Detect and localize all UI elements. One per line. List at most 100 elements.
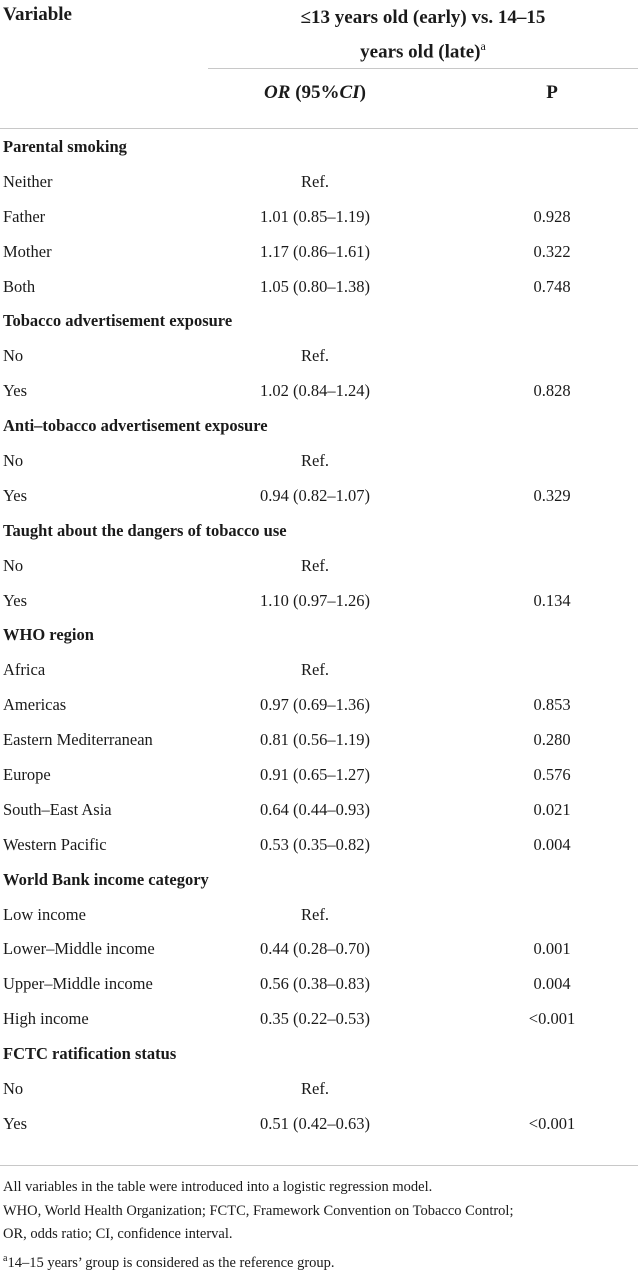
row-label: Father (3, 206, 46, 226)
row-label: Western Pacific (3, 834, 107, 854)
row-p-value: 0.928 (533, 206, 571, 226)
row-or-ci: 0.94 (0.82–1.07) (260, 485, 370, 505)
row-or-ci: Ref. (301, 660, 329, 680)
table-row: Upper–Middle income 0.56 (0.38–0.83) 0.004 (0, 966, 638, 1001)
table-row: Neither Ref. (0, 164, 638, 199)
row-label: Anti–tobacco advertisement exposure (3, 416, 268, 436)
header-or-plain: (95% (290, 82, 340, 103)
table-row: No Ref. (0, 443, 638, 478)
row-or-ci: 0.44 (0.28–0.70) (260, 939, 370, 959)
row-label: Neither (3, 171, 53, 191)
row-or-ci: Ref. (301, 555, 329, 575)
row-label: No (3, 555, 24, 575)
section-row: Anti–tobacco advertisement exposure (0, 408, 638, 443)
table-row: No Ref. (0, 1071, 638, 1106)
table-header: Variable ≤13 years old (early) vs. 14–15… (0, 0, 638, 129)
table-row: Yes 1.02 (0.84–1.24) 0.828 (0, 373, 638, 408)
header-group-superscript: a (480, 39, 486, 53)
table-row: Europe 0.91 (0.65–1.27) 0.576 (0, 757, 638, 792)
row-p-value: 0.748 (533, 276, 571, 296)
header-divider (208, 68, 638, 69)
table-row: Western Pacific 0.53 (0.35–0.82) 0.004 (0, 827, 638, 862)
row-or-ci: Ref. (301, 346, 329, 366)
row-label: Americas (3, 695, 67, 715)
row-label: WHO region (3, 625, 94, 645)
row-or-ci: 1.10 (0.97–1.26) (260, 590, 370, 610)
row-p-value: 0.004 (533, 974, 571, 994)
section-row: World Bank income category (0, 862, 638, 897)
table-row: Low income Ref. (0, 897, 638, 932)
header-group-line1: ≤13 years old (early) vs. 14–15 (300, 7, 546, 28)
row-p-value: 0.828 (533, 381, 571, 401)
table-row: Africa Ref. (0, 652, 638, 687)
row-label: Both (3, 276, 36, 296)
row-label: No (3, 346, 24, 366)
row-or-ci: 0.64 (0.44–0.93) (260, 799, 370, 819)
row-label: No (3, 451, 24, 471)
row-or-ci: 0.91 (0.65–1.27) (260, 765, 370, 785)
row-label: South–East Asia (3, 799, 112, 819)
row-label: Low income (3, 904, 86, 924)
footnote-line: OR, odds ratio; CI, confidence interval. (3, 1226, 233, 1242)
row-or-ci: 1.17 (0.86–1.61) (260, 241, 370, 261)
table-row: Yes 0.94 (0.82–1.07) 0.329 (0, 478, 638, 513)
table-row: Both 1.05 (0.80–1.38) 0.748 (0, 269, 638, 304)
table-body: Parental smoking Neither Ref. Father 1.01 (0… (0, 129, 638, 1141)
table-row: Mother 1.17 (0.86–1.61) 0.322 (0, 234, 638, 269)
table-row: South–East Asia 0.64 (0.44–0.93) 0.021 (0, 792, 638, 827)
row-or-ci: 0.35 (0.22–0.53) (260, 1009, 370, 1029)
row-or-ci: Ref. (301, 1079, 329, 1099)
row-label: Yes (3, 1113, 28, 1133)
row-or-ci: 1.05 (0.80–1.38) (260, 276, 370, 296)
footnote-line: WHO, World Health Organization; FCTC, Fr… (3, 1202, 514, 1219)
row-label: World Bank income category (3, 869, 209, 889)
footnote-line: All variables in the table were introduc… (3, 1179, 433, 1195)
row-p-value: 0.134 (533, 590, 571, 610)
row-or-ci: Ref. (301, 171, 329, 191)
header-or-close: ) (359, 82, 366, 103)
row-label: FCTC ratification status (3, 1044, 177, 1064)
row-or-ci: 1.01 (0.85–1.19) (260, 206, 370, 226)
row-label: No (3, 1079, 24, 1099)
row-p-value: 0.004 (533, 834, 571, 854)
row-p-value: 0.021 (533, 799, 571, 819)
row-label: Africa (3, 660, 46, 680)
row-or-ci: Ref. (301, 904, 329, 924)
row-or-ci: 0.53 (0.35–0.82) (260, 834, 370, 854)
footnote-superscript: a (3, 1252, 8, 1264)
row-label: Taught about the dangers of tobacco use (3, 520, 287, 540)
row-or-ci: 0.56 (0.38–0.83) (260, 974, 370, 994)
table-row: Eastern Mediterranean 0.81 (0.56–1.19) 0.2… (0, 722, 638, 757)
row-or-ci: 1.02 (0.84–1.24) (260, 381, 370, 401)
header-group-comparison: ≤13 years old (early) vs. 14–15 years ol… (208, 4, 638, 66)
row-label: Yes (3, 590, 28, 610)
header-or-italic: OR (264, 82, 291, 103)
row-or-ci: 0.51 (0.42–0.63) (260, 1113, 370, 1133)
row-label: Eastern Mediterranean (3, 730, 153, 750)
row-p-value: 0.280 (533, 730, 571, 750)
table-row: Lower–Middle income 0.44 (0.28–0.70) 0.001 (0, 931, 638, 966)
row-p-value: <0.001 (528, 1009, 576, 1029)
row-label: Tobacco advertisement exposure (3, 311, 233, 331)
header-or: OR (95%CI) (208, 82, 422, 104)
header-p: P (546, 82, 558, 103)
table-row: No Ref. (0, 548, 638, 583)
row-label: Europe (3, 765, 51, 785)
table-row: Father 1.01 (0.85–1.19) 0.928 (0, 199, 638, 234)
row-or-ci: 0.97 (0.69–1.36) (260, 695, 370, 715)
section-row: Tobacco advertisement exposure (0, 303, 638, 338)
row-label: Parental smoking (3, 137, 127, 156)
section-row: FCTC ratification status (0, 1036, 638, 1071)
row-p-value: 0.576 (533, 765, 571, 785)
row-label: Yes (3, 381, 28, 401)
row-or-ci: Ref. (301, 451, 329, 471)
table-row: No Ref. (0, 338, 638, 373)
table-row: Americas 0.97 (0.69–1.36) 0.853 (0, 687, 638, 722)
row-p-value: 0.001 (533, 939, 571, 959)
row-p-value: <0.001 (528, 1113, 576, 1133)
row-or-ci: 0.81 (0.56–1.19) (260, 730, 370, 750)
row-label: High income (3, 1009, 89, 1029)
header-ci-italic: CI (339, 82, 360, 103)
header-group-line2-wrap: years old (late)a (208, 32, 638, 66)
